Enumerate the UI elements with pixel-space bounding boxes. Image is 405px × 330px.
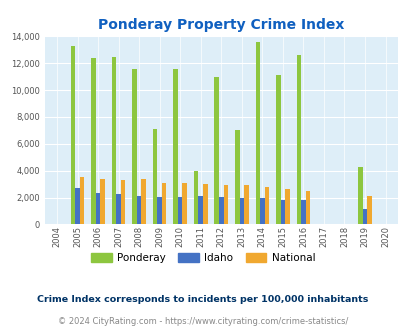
Bar [223, 185, 228, 224]
Bar [79, 178, 84, 224]
Bar [162, 183, 166, 224]
Bar [234, 130, 239, 224]
Text: © 2024 CityRating.com - https://www.cityrating.com/crime-statistics/: © 2024 CityRating.com - https://www.city… [58, 317, 347, 326]
Bar [284, 189, 289, 224]
Bar [275, 75, 280, 224]
Bar [111, 57, 116, 224]
Bar [362, 209, 367, 224]
Title: Ponderay Property Crime Index: Ponderay Property Crime Index [98, 18, 343, 32]
Legend: Ponderay, Idaho, National: Ponderay, Idaho, National [86, 248, 319, 267]
Bar [132, 69, 136, 224]
Bar [264, 187, 269, 224]
Text: Crime Index corresponds to incidents per 100,000 inhabitants: Crime Index corresponds to incidents per… [37, 295, 368, 304]
Bar [296, 55, 301, 224]
Bar [255, 42, 260, 224]
Bar [198, 196, 202, 224]
Bar [357, 167, 362, 224]
Bar [153, 129, 157, 224]
Bar [280, 200, 284, 224]
Bar [305, 191, 309, 224]
Bar [96, 193, 100, 224]
Bar [260, 198, 264, 224]
Bar [75, 188, 79, 224]
Bar [367, 195, 371, 224]
Bar [194, 171, 198, 224]
Bar [202, 184, 207, 224]
Bar [301, 200, 305, 224]
Bar [136, 196, 141, 224]
Bar [218, 197, 223, 224]
Bar [243, 185, 248, 224]
Bar [91, 58, 96, 224]
Bar [116, 194, 121, 224]
Bar [100, 180, 104, 224]
Bar [121, 180, 125, 224]
Bar [182, 183, 187, 224]
Bar [177, 197, 182, 224]
Bar [173, 69, 177, 224]
Bar [157, 197, 162, 224]
Bar [239, 198, 243, 224]
Bar [141, 180, 145, 224]
Bar [70, 46, 75, 224]
Bar [214, 77, 218, 224]
